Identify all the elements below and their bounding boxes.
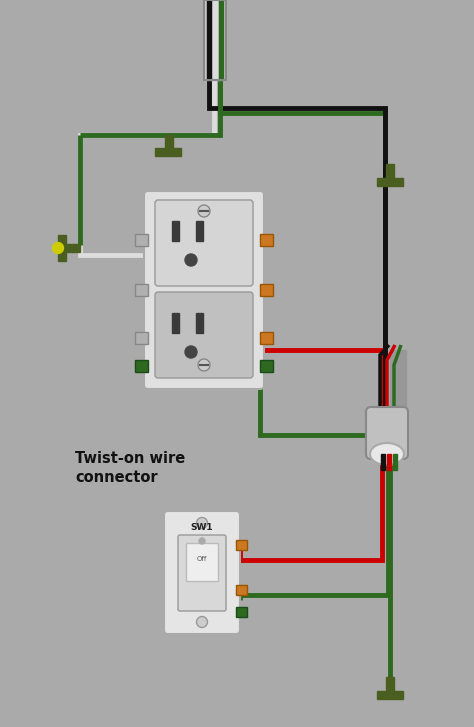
Bar (135, 360, 148, 372)
Bar (172, 221, 179, 241)
Circle shape (197, 518, 208, 529)
Bar (204, 0, 226, 80)
Circle shape (199, 538, 205, 544)
Bar (62, 244, 80, 252)
Bar (387, 454, 391, 470)
Bar (236, 540, 247, 550)
Bar (186, 543, 218, 581)
Bar (155, 148, 181, 156)
Bar (381, 454, 385, 470)
Bar (135, 332, 148, 344)
Bar (236, 607, 247, 617)
Bar (260, 284, 273, 296)
Bar (204, 0, 226, 80)
Bar (236, 585, 247, 595)
Circle shape (198, 359, 210, 371)
Bar (207, 0, 211, 80)
Text: Off: Off (197, 556, 207, 562)
Bar (219, 0, 223, 80)
Ellipse shape (370, 443, 404, 465)
Circle shape (53, 243, 64, 254)
Bar (260, 332, 273, 344)
Bar (377, 178, 403, 186)
Bar (386, 164, 394, 182)
FancyBboxPatch shape (366, 407, 408, 459)
Circle shape (197, 616, 208, 627)
Bar (165, 135, 173, 149)
Bar (172, 313, 179, 333)
Bar (377, 691, 403, 699)
FancyBboxPatch shape (155, 200, 253, 286)
Bar (58, 235, 66, 261)
Circle shape (185, 254, 197, 266)
Bar (213, 0, 217, 80)
Bar (196, 221, 203, 241)
Circle shape (185, 346, 197, 358)
FancyBboxPatch shape (164, 511, 240, 634)
Bar (135, 234, 148, 246)
Text: SW1: SW1 (191, 523, 213, 532)
Text: Twist-on wire
connector: Twist-on wire connector (75, 451, 185, 486)
Bar (390, 350, 406, 420)
Circle shape (198, 205, 210, 217)
FancyBboxPatch shape (144, 191, 264, 389)
Bar (393, 454, 397, 470)
FancyBboxPatch shape (178, 535, 226, 611)
Bar (260, 360, 273, 372)
Bar (135, 284, 148, 296)
Bar (260, 234, 273, 246)
Bar (196, 313, 203, 333)
FancyBboxPatch shape (155, 292, 253, 378)
Bar (386, 677, 394, 695)
